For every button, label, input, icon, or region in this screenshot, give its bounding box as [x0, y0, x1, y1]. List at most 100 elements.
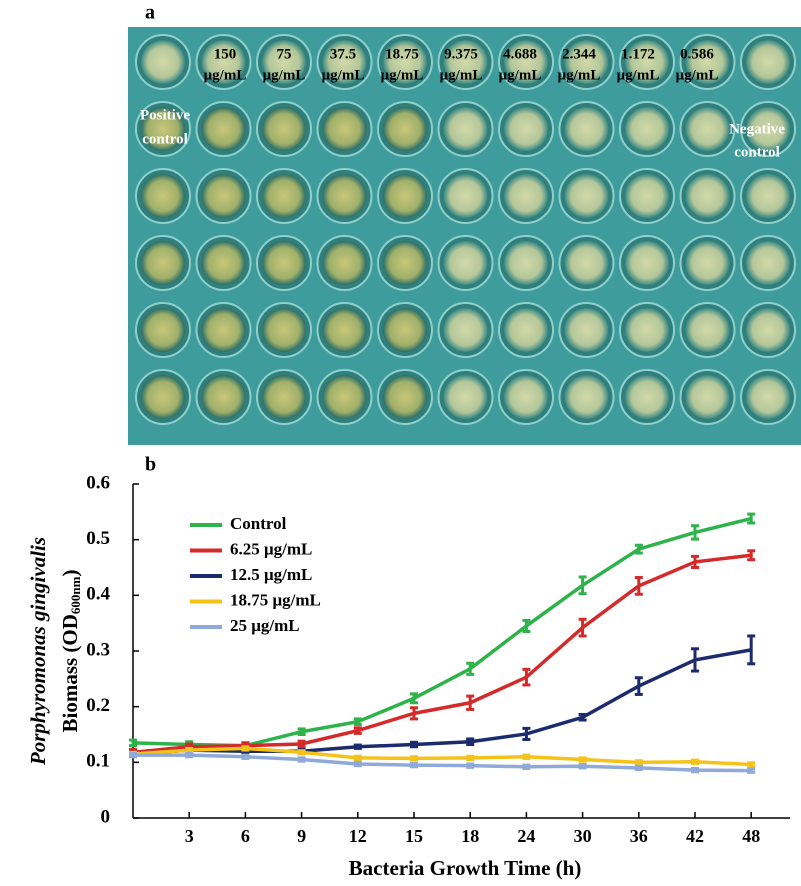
- error-bar: [297, 749, 306, 756]
- error-bar: [185, 751, 194, 759]
- error-bar: [578, 575, 587, 596]
- error-bar: [129, 738, 137, 748]
- error-bar: [691, 524, 699, 541]
- error-bar: [129, 751, 137, 759]
- well-liquid: [746, 107, 790, 151]
- well-liquid: [141, 107, 185, 151]
- error-bar: [634, 764, 643, 772]
- error-bar: [466, 694, 475, 711]
- well-liquid: [141, 174, 185, 218]
- well-liquid: [504, 308, 548, 352]
- positive-label: Positive: [140, 107, 190, 123]
- y-tick-label: 0.1: [86, 751, 110, 772]
- positive-label: control: [142, 131, 188, 147]
- concentration-unit: μg/mL: [617, 67, 660, 83]
- well-liquid: [625, 241, 669, 285]
- well-liquid: [746, 174, 790, 218]
- well-liquid: [625, 308, 669, 352]
- well-liquid: [383, 40, 427, 84]
- well-liquid: [443, 40, 488, 84]
- well-liquid: [322, 40, 367, 84]
- x-tick-label: 6: [241, 826, 250, 846]
- well-liquid: [685, 375, 730, 419]
- error-bar: [747, 549, 756, 562]
- error-bar: [185, 746, 194, 754]
- error-bar: [634, 543, 643, 555]
- well-liquid: [443, 308, 488, 352]
- well-liquid: [443, 174, 488, 218]
- x-tick-label: 42: [686, 826, 704, 846]
- y-axis-label: Porphyromonas gingivalis: [26, 537, 50, 766]
- well-liquid: [746, 308, 790, 352]
- well-liquid: [262, 375, 306, 419]
- y-tick-label: 0.3: [86, 639, 110, 660]
- well-liquid: [443, 375, 488, 419]
- error-bar: [691, 647, 699, 673]
- error-bar: [353, 717, 362, 726]
- well-liquid: [141, 40, 185, 84]
- error-bar: [522, 763, 531, 770]
- concentration: 9.375: [444, 46, 478, 62]
- panel-label: b: [145, 454, 156, 476]
- concentration: 2.344: [562, 46, 596, 62]
- well-liquid: [746, 241, 790, 285]
- well-liquid: [262, 40, 306, 84]
- well-liquid: [322, 241, 367, 285]
- error-bar: [353, 726, 362, 735]
- concentration-unit: μg/mL: [558, 67, 601, 83]
- error-bar: [578, 712, 587, 722]
- error-bar: [522, 667, 531, 687]
- well-liquid: [746, 40, 790, 84]
- well-liquid: [201, 241, 246, 285]
- concentration: 75: [277, 46, 292, 62]
- error-bar: [297, 739, 306, 749]
- well-liquid: [262, 174, 306, 218]
- negative-label: control: [734, 144, 780, 160]
- series-line: [132, 553, 752, 755]
- well-liquid: [685, 107, 730, 151]
- legend-label: 25 μg/mL: [230, 616, 300, 635]
- well-liquid: [746, 375, 790, 419]
- well-liquid: [383, 174, 427, 218]
- error-bar: [634, 576, 643, 596]
- error-bar: [634, 759, 643, 766]
- error-bar: [578, 763, 587, 770]
- well-liquid: [504, 107, 548, 151]
- well-liquid: [322, 308, 367, 352]
- well-liquid: [564, 174, 609, 218]
- concentration-unit: μg/mL: [263, 67, 306, 83]
- well-liquid: [685, 308, 730, 352]
- legend-label: Control: [230, 514, 287, 533]
- concentration: 18.75: [385, 46, 419, 62]
- concentration: 0.586: [680, 46, 714, 62]
- well-liquid: [383, 375, 427, 419]
- well-liquid: [322, 174, 367, 218]
- concentration: 1.172: [621, 46, 655, 62]
- error-bar: [241, 753, 250, 760]
- well-liquid: [322, 107, 367, 151]
- well-liquid: [141, 308, 185, 352]
- x-tick-label: 24: [517, 826, 535, 846]
- x-tick-label: 12: [349, 826, 367, 846]
- error-bar: [466, 754, 475, 762]
- error-bar: [353, 760, 362, 768]
- y-axis-label: Biomass (OD600nm): [58, 570, 83, 733]
- x-tick-label: 36: [630, 826, 648, 846]
- y-tick-label: 0.5: [86, 528, 110, 549]
- x-tick-label: 3: [185, 826, 194, 846]
- well-liquid: [564, 308, 609, 352]
- error-bar: [410, 761, 418, 769]
- concentration-unit: μg/mL: [381, 67, 424, 83]
- well-liquid: [262, 107, 306, 151]
- well-liquid: [504, 40, 548, 84]
- error-bar: [466, 661, 475, 676]
- legend-label: 6.25 μg/mL: [230, 539, 312, 558]
- well-liquid: [201, 174, 246, 218]
- concentration: 150: [214, 46, 237, 62]
- well-liquid: [322, 375, 367, 419]
- error-bar: [747, 512, 756, 525]
- well-liquid: [625, 375, 669, 419]
- x-tick-label: 15: [405, 826, 423, 846]
- series-line: [132, 648, 752, 756]
- error-bar: [522, 726, 531, 742]
